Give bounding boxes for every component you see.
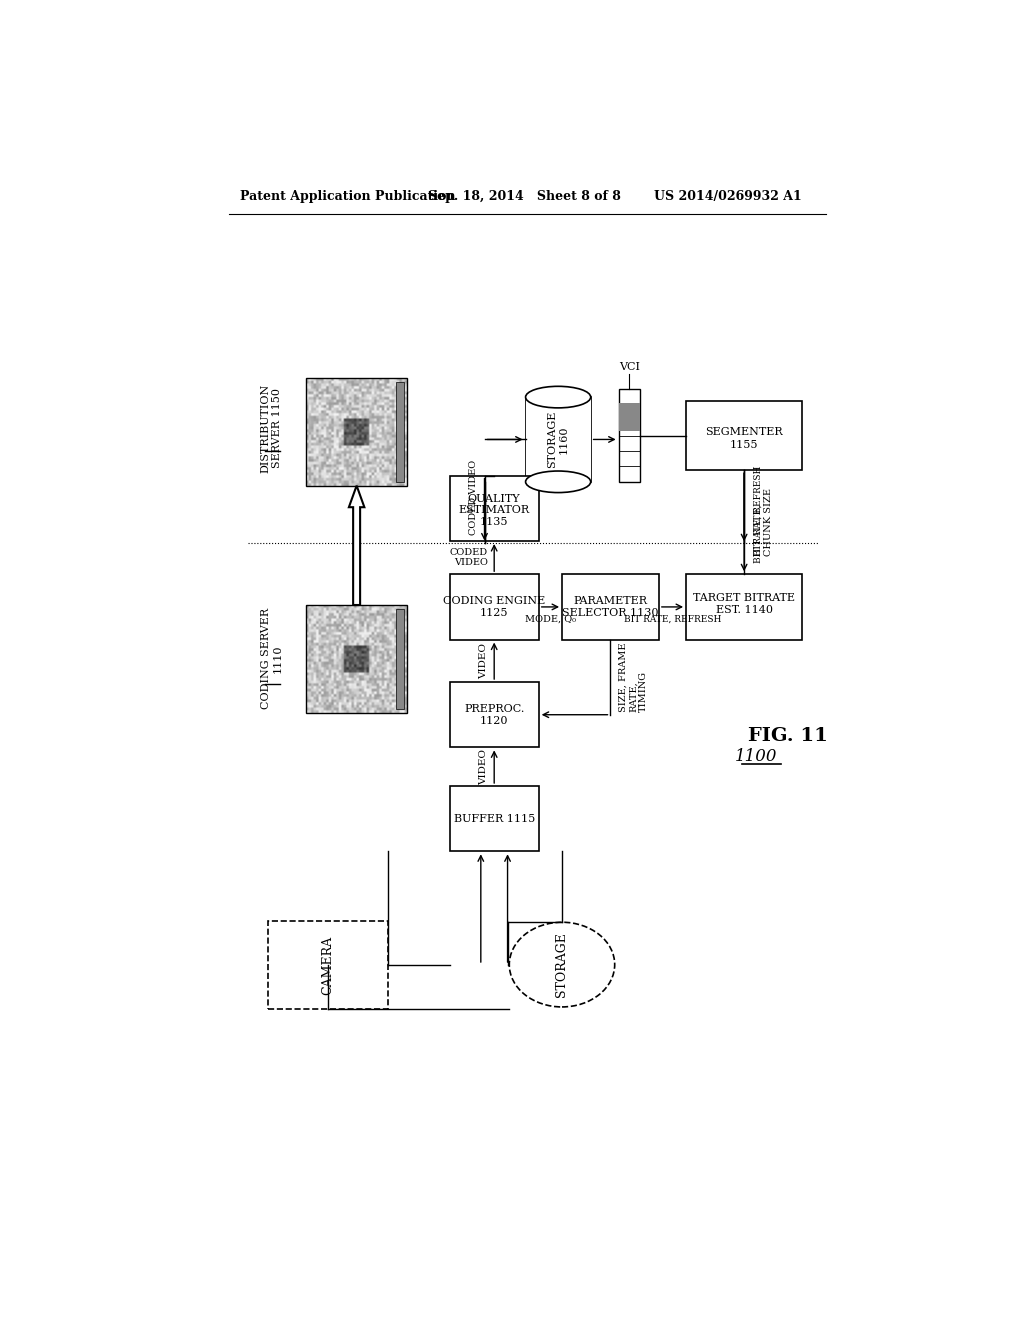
Text: CODING SERVER
1110: CODING SERVER 1110 bbox=[260, 609, 283, 709]
Bar bbox=[267, 921, 388, 1010]
Bar bbox=[306, 605, 407, 713]
Bar bbox=[396, 381, 403, 482]
Text: Sep. 18, 2014   Sheet 8 of 8: Sep. 18, 2014 Sheet 8 of 8 bbox=[428, 190, 622, 203]
Bar bbox=[618, 389, 640, 482]
Text: SEGMENTER: SEGMENTER bbox=[706, 426, 783, 437]
Text: 1125: 1125 bbox=[480, 609, 509, 618]
Bar bbox=[450, 475, 539, 541]
Text: STORAGE: STORAGE bbox=[555, 932, 568, 997]
Text: VIDEO: VIDEO bbox=[479, 748, 488, 784]
Text: PREPROC.: PREPROC. bbox=[464, 704, 524, 714]
Bar bbox=[525, 397, 591, 482]
Text: CODED VIDEO: CODED VIDEO bbox=[469, 459, 478, 535]
Text: MODE, Q₀: MODE, Q₀ bbox=[525, 615, 575, 623]
Text: PARAMETER: PARAMETER bbox=[573, 595, 647, 606]
Text: CODING ENGINE: CODING ENGINE bbox=[443, 595, 546, 606]
Text: SIZE, FRAME
RATE,
TIMING: SIZE, FRAME RATE, TIMING bbox=[618, 643, 648, 711]
Bar bbox=[450, 785, 539, 851]
Text: BUFFER 1115: BUFFER 1115 bbox=[454, 813, 535, 824]
Text: BIT RATE, REFRESH: BIT RATE, REFRESH bbox=[624, 615, 721, 623]
Bar bbox=[686, 401, 802, 470]
Bar bbox=[306, 378, 407, 486]
Text: DISTRIBUTION
SERVER 1150: DISTRIBUTION SERVER 1150 bbox=[260, 383, 283, 473]
Text: 1135: 1135 bbox=[480, 517, 509, 527]
Ellipse shape bbox=[525, 471, 591, 492]
Bar bbox=[396, 609, 403, 709]
Bar bbox=[450, 682, 539, 747]
Text: US 2014/0269932 A1: US 2014/0269932 A1 bbox=[654, 190, 802, 203]
Bar bbox=[686, 574, 802, 640]
Text: VCI: VCI bbox=[618, 363, 640, 372]
Text: TARGET BITRATE: TARGET BITRATE bbox=[693, 593, 795, 603]
Ellipse shape bbox=[525, 387, 591, 408]
Text: SELECTOR 1130: SELECTOR 1130 bbox=[562, 609, 658, 618]
Bar bbox=[618, 404, 640, 430]
Text: 1100: 1100 bbox=[734, 748, 777, 766]
Text: 1120: 1120 bbox=[480, 715, 509, 726]
Text: QUALITY: QUALITY bbox=[468, 494, 520, 504]
Bar bbox=[450, 574, 539, 640]
Text: CAMERA: CAMERA bbox=[322, 936, 334, 994]
Text: Patent Application Publication: Patent Application Publication bbox=[241, 190, 456, 203]
Text: EST. 1140: EST. 1140 bbox=[716, 605, 773, 615]
Text: 1155: 1155 bbox=[730, 440, 759, 450]
Text: ESTIMATOR: ESTIMATOR bbox=[459, 506, 529, 515]
Bar bbox=[562, 574, 658, 640]
Text: VIDEO: VIDEO bbox=[479, 643, 488, 678]
Text: FIG. 11: FIG. 11 bbox=[748, 727, 827, 744]
Polygon shape bbox=[349, 486, 365, 605]
Text: STORAGE
1160: STORAGE 1160 bbox=[547, 411, 569, 469]
Text: BIT RATE,
CHUNK SIZE: BIT RATE, CHUNK SIZE bbox=[754, 488, 773, 556]
Text: BIT RATE, REFRESH: BIT RATE, REFRESH bbox=[754, 465, 763, 562]
Text: CODED
VIDEO: CODED VIDEO bbox=[450, 548, 488, 568]
Ellipse shape bbox=[509, 923, 614, 1007]
